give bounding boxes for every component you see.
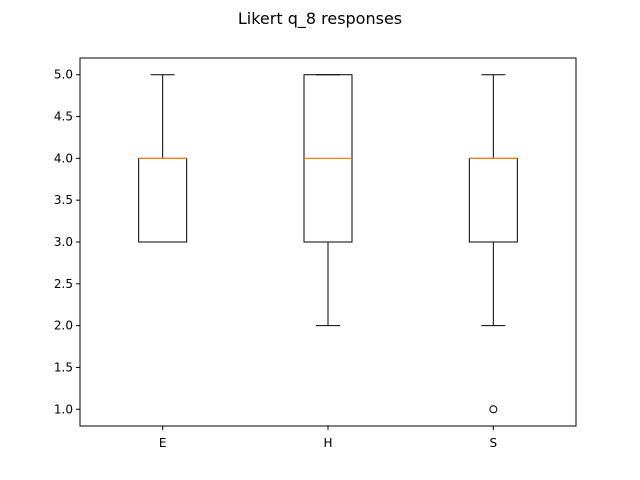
x-tick-label: E	[159, 436, 167, 450]
box-E	[138, 74, 188, 243]
x-tick-label: H	[323, 436, 332, 450]
y-tick-label: 1.5	[54, 360, 73, 374]
x-tick-label: S	[490, 436, 498, 450]
y-axis: 1.0 1.5 2.0 2.5 3.0 3.5 4.0 4.5 5.0	[54, 68, 80, 416]
y-tick-label: 3.5	[54, 193, 73, 207]
box-iqr	[468, 157, 518, 243]
y-tick-label: 1.0	[54, 402, 73, 416]
box-series	[138, 74, 518, 414]
y-tick-label: 2.5	[54, 277, 73, 291]
box-iqr	[138, 157, 188, 243]
box-S	[468, 74, 518, 414]
outlier-point	[489, 405, 498, 414]
y-tick-label: 2.0	[54, 319, 73, 333]
y-tick-label: 5.0	[54, 68, 73, 82]
y-tick-label: 4.5	[54, 110, 73, 124]
box-H	[303, 74, 353, 327]
y-tick-label: 3.0	[54, 235, 73, 249]
y-tick-label: 4.0	[54, 151, 73, 165]
chart-title: Likert q_8 responses	[238, 9, 402, 29]
